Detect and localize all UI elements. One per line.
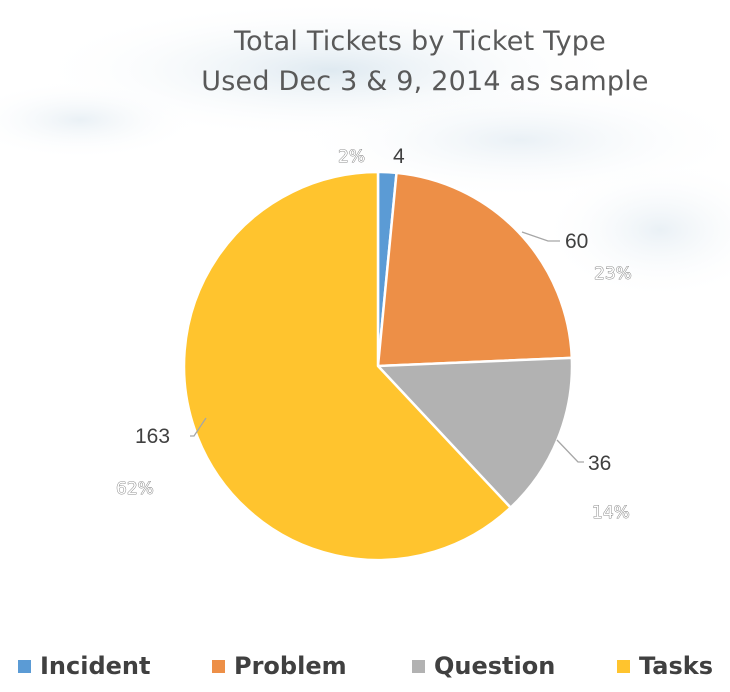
legend-item-problem: Problem <box>212 646 347 686</box>
value-label-question: 36 <box>588 452 611 475</box>
legend-swatch-question <box>412 659 425 673</box>
legend-item-tasks: Tasks <box>617 646 713 686</box>
legend-item-question: Question <box>412 646 555 686</box>
value-label-problem: 60 <box>565 230 588 253</box>
percent-label-problem: 23% <box>594 264 632 284</box>
leader-line-problem <box>521 231 560 242</box>
legend: Incident Problem Question Tasks <box>0 646 730 686</box>
leader-lines <box>190 231 584 463</box>
chart-subtitle: Used Dec 3 & 9, 2014 as sample <box>201 66 649 97</box>
value-label-incident: 4 <box>393 145 405 168</box>
value-label-tasks: 163 <box>135 425 170 448</box>
legend-label-problem: Problem <box>234 652 347 680</box>
legend-label-tasks: Tasks <box>639 652 714 680</box>
pie-slice-tasks <box>182 170 512 562</box>
percent-label-question: 14% <box>592 503 630 523</box>
leader-line-tasks <box>190 417 207 437</box>
chart-title: Total Tickets by Ticket Type <box>234 26 606 57</box>
legend-label-incident: Incident <box>40 652 151 680</box>
pie-slice-question <box>376 356 574 509</box>
legend-swatch-problem <box>212 659 225 673</box>
pie-slice-problem <box>376 171 574 368</box>
legend-item-incident: Incident <box>18 646 150 686</box>
pie-slices <box>182 170 574 562</box>
legend-swatch-incident <box>18 659 31 673</box>
data-labels: 4 2% 60 23% 36 14% 163 62% <box>116 145 633 523</box>
percent-label-incident: 2% <box>338 147 365 167</box>
legend-swatch-tasks <box>617 659 630 673</box>
percent-label-tasks: 62% <box>116 479 154 499</box>
leader-line-question <box>556 439 584 463</box>
legend-label-question: Question <box>434 652 556 680</box>
